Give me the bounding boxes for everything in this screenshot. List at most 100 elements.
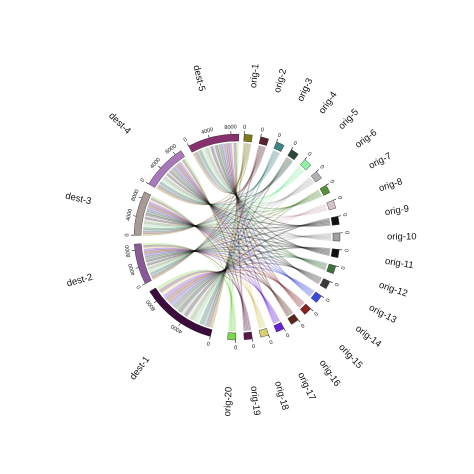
sector-orig-5 [299, 159, 312, 171]
tick-label-dest-2-0-mark [142, 283, 146, 286]
sector-orig-7 [319, 184, 331, 196]
chord-orig-7-dest-4 [163, 176, 322, 213]
chord-orig-12-dest-5 [217, 144, 326, 271]
sector-orig-8 [326, 200, 337, 211]
sector-orig-10 [332, 232, 341, 242]
tick-label-orig-8: 0 [336, 195, 343, 200]
tick-label-dest-2-2: 8000 [125, 245, 133, 258]
label-orig-18: orig-18 [272, 380, 291, 411]
chord-orig-13-dest-5 [219, 144, 320, 285]
sector-orig-14 [310, 291, 322, 303]
tick-label-dest-5-0-mark [186, 143, 189, 147]
tick-label-dest-1-1-mark [178, 322, 181, 326]
sector-dest-4 [148, 150, 185, 188]
sector-dest-5 [188, 133, 240, 153]
label-dest-4: dest-4 [106, 111, 133, 137]
label-orig-11: orig-11 [384, 256, 414, 272]
chord-orig-9-dest-5 [210, 146, 331, 227]
chord-orig-20-dest-5 [228, 142, 239, 331]
label-dest-1: dest-1 [128, 354, 153, 382]
tick-label-dest-3-0: 0 [124, 234, 130, 237]
sector-orig-19 [243, 331, 253, 340]
chord-orig-6-dest-2 [148, 178, 312, 272]
tick-label-dest-3-1-mark [133, 215, 137, 217]
tick-label-orig-10: 0 [343, 231, 349, 234]
tick-label-orig-3-mark [276, 139, 279, 143]
tick-label-dest-2-1: 4000 [128, 263, 137, 276]
chord-orig-11-dest-5 [214, 144, 330, 256]
label-orig-3: orig-3 [295, 77, 315, 104]
sector-dest-2 [134, 243, 152, 285]
sector-orig-18 [258, 328, 269, 338]
tick-label-orig-7-mark [325, 183, 329, 186]
sector-dest-1 [149, 287, 213, 337]
chord-orig-10-dest-4 [167, 171, 332, 240]
tick-label-orig-14: 0 [324, 297, 331, 303]
tick-label-orig-9: 0 [341, 213, 347, 217]
label-orig-4: orig-4 [317, 90, 340, 116]
tick-label-orig-5-mark [304, 157, 308, 160]
tick-label-dest-4-0-mark [145, 182, 149, 185]
tick-label-orig-13-mark [329, 281, 333, 284]
label-orig-20: orig-20 [222, 387, 235, 417]
label-orig-14: orig-14 [353, 323, 383, 350]
tick-label-dest-4-1-mark [158, 165, 161, 169]
label-orig-19: orig-19 [248, 385, 262, 416]
tick-label-dest-3-2-mark [138, 196, 142, 199]
tick-label-orig-4: 0 [292, 141, 298, 148]
tick-label-dest-1-1: 4000 [170, 323, 184, 335]
chord-orig-18-dest-5 [231, 142, 261, 329]
tick-label-dest-1-0-mark [209, 336, 211, 340]
chord-orig-9-dest-4 [166, 173, 331, 227]
tick-label-orig-17-mark [283, 328, 286, 332]
label-orig-15: orig-15 [336, 342, 364, 371]
chord-orig-20-dest-2 [143, 243, 235, 332]
tick-label-dest-3-1: 4000 [126, 208, 134, 221]
tick-label-orig-12: 0 [339, 265, 346, 270]
sector-orig-15 [299, 303, 312, 315]
tick-label-orig-16-mark [298, 319, 301, 323]
chord-orig-10-dest-5 [212, 145, 332, 241]
tick-label-orig-3: 0 [277, 133, 282, 140]
tick-label-dest-4-0: 0 [140, 178, 147, 184]
tick-label-orig-6-mark [316, 169, 319, 172]
tick-label-orig-13: 0 [332, 282, 339, 287]
label-orig-2: orig-2 [272, 68, 289, 94]
chord-orig-17-dest-5 [228, 143, 275, 324]
sector-orig-1 [243, 134, 253, 143]
chord-orig-6-dest-5 [203, 148, 315, 204]
chord-orig-4-dest-3 [143, 158, 291, 231]
tick-label-orig-18: 0 [268, 338, 273, 345]
sector-orig-3 [273, 141, 285, 152]
tick-label-orig-9-mark [337, 215, 341, 217]
chord-orig-14-dest-5 [221, 143, 311, 297]
label-orig-9: orig-9 [384, 203, 410, 218]
sector-orig-16 [287, 313, 299, 325]
chord-orig-2-dest-2 [151, 145, 262, 279]
label-orig-17: orig-17 [295, 371, 317, 402]
label-orig-10: orig-10 [387, 232, 417, 243]
tick-label-orig-6: 0 [318, 164, 325, 170]
chord-orig-16-dest-5 [226, 143, 289, 317]
label-dest-5: dest-5 [190, 64, 207, 92]
chord-links [142, 142, 332, 332]
tick-label-orig-1: 0 [243, 125, 246, 131]
tick-label-orig-15: 0 [312, 310, 318, 316]
tick-label-orig-15-mark [310, 308, 314, 312]
label-orig-1: orig-1 [248, 63, 262, 88]
label-orig-16: orig-16 [317, 358, 343, 389]
tick-label-dest-2-0: 0 [136, 284, 143, 289]
tick-label-orig-16: 0 [299, 322, 305, 329]
tick-label-orig-19: 0 [251, 342, 255, 348]
tick-label-orig-7: 0 [328, 179, 335, 185]
tick-label-orig-12-mark [335, 265, 339, 268]
tick-label-orig-17: 0 [284, 331, 289, 338]
sector-orig-17 [273, 322, 285, 333]
tick-label-dest-1-0: 0 [206, 340, 211, 347]
tick-label-orig-5: 0 [306, 151, 312, 158]
tick-label-dest-2-1-mark [135, 267, 139, 269]
chord-orig-19-dest-1 [159, 270, 252, 331]
chord-orig-1-dest-4 [156, 143, 250, 206]
tick-label-orig-8-mark [333, 198, 337, 201]
